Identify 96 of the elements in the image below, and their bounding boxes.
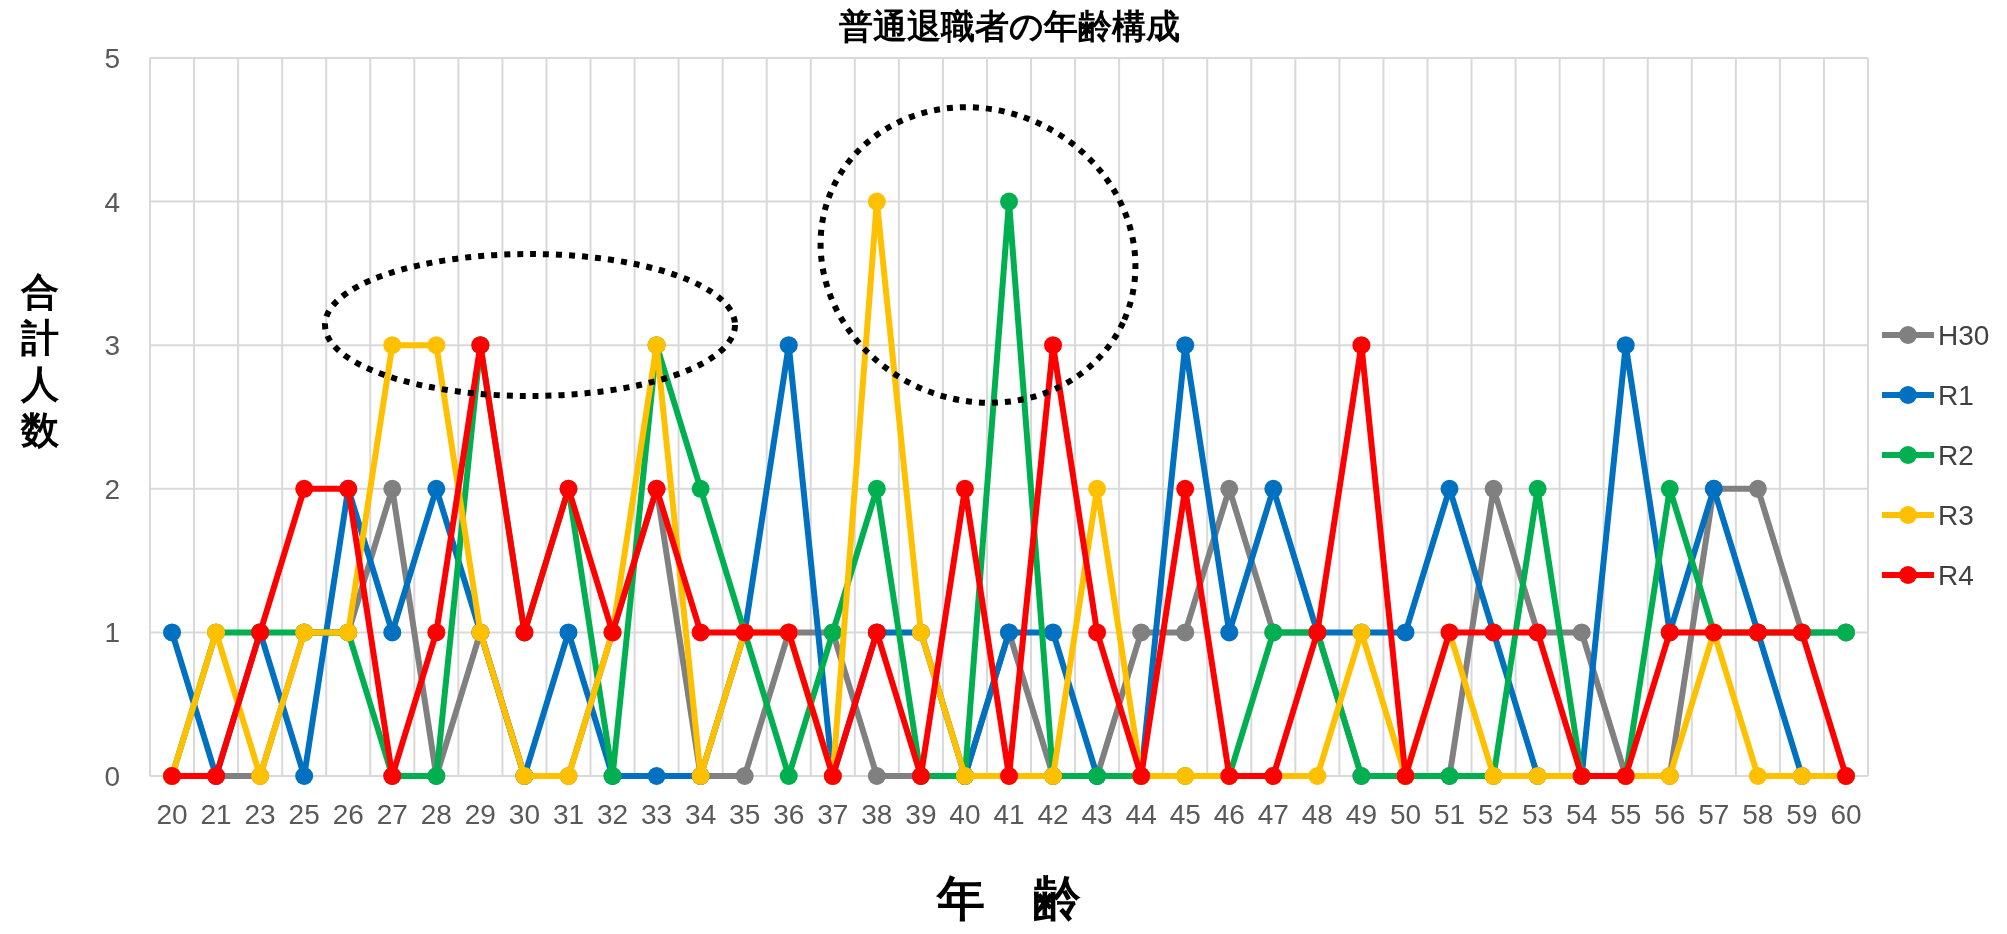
point: [383, 479, 402, 498]
y-tick-label: 1: [104, 617, 120, 649]
point: [1044, 623, 1063, 642]
x-tick-label: 40: [949, 799, 981, 830]
y-tick-label: 0: [104, 761, 120, 792]
point: [1748, 479, 1767, 498]
point: [867, 767, 886, 785]
x-tick-label: 20: [156, 799, 188, 830]
x-tick-label: 25: [288, 799, 320, 830]
point: [1352, 336, 1371, 355]
x-tick-label: 34: [685, 799, 717, 830]
x-tick-label: 56: [1654, 799, 1686, 830]
legend-label: R3: [1938, 500, 1974, 531]
x-tick-label: 53: [1522, 799, 1554, 830]
point: [1660, 479, 1679, 498]
x-tick-label: 27: [376, 799, 408, 830]
point: [691, 479, 710, 498]
point: [163, 623, 182, 642]
point: [1528, 479, 1547, 498]
point: [735, 767, 754, 785]
x-tick-label: 57: [1698, 799, 1730, 830]
legend-label: R2: [1938, 440, 1974, 471]
point: [1308, 767, 1327, 785]
point: [1044, 336, 1063, 355]
point: [779, 767, 798, 785]
x-tick-label: 35: [729, 799, 761, 830]
x-tick-label: 54: [1566, 799, 1598, 830]
x-tick-label: 49: [1345, 799, 1377, 830]
x-tick-label: 55: [1610, 799, 1642, 830]
legend-label: H30: [1938, 320, 1990, 351]
x-tick-label: 26: [332, 799, 364, 830]
point: [383, 336, 402, 355]
x-tick-label: 37: [817, 799, 849, 830]
y-tick-label: 2: [104, 473, 120, 505]
point: [1616, 336, 1635, 355]
point: [779, 336, 798, 355]
point: [647, 767, 666, 785]
x-tick-label: 52: [1477, 799, 1510, 830]
x-tick-label: 41: [993, 799, 1025, 830]
x-tick-label: 29: [464, 799, 496, 830]
point: [1220, 623, 1239, 642]
x-tick-label: 47: [1257, 799, 1289, 830]
point: [867, 479, 886, 498]
point: [559, 623, 578, 642]
point: [1572, 623, 1591, 642]
legend-label: R4: [1938, 560, 1974, 591]
x-tick-label: 21: [200, 799, 232, 830]
point: [295, 479, 314, 498]
x-tick-label: 28: [420, 799, 452, 830]
point: [867, 192, 886, 211]
x-tick-label: 50: [1389, 799, 1422, 830]
y-tick-label: 4: [104, 186, 120, 218]
point: [1484, 479, 1503, 498]
x-tick-label: 32: [596, 799, 629, 830]
point: [1176, 479, 1195, 498]
point: [1396, 623, 1415, 642]
point: [383, 623, 402, 642]
point: [295, 767, 314, 785]
x-tick-label: 38: [861, 799, 893, 830]
y-tick-label: 5: [104, 43, 120, 74]
x-tick-label: 51: [1433, 799, 1466, 830]
x-tick-label: 30: [508, 799, 541, 830]
point: [1176, 623, 1195, 642]
point: [1132, 623, 1151, 642]
x-tick-label: 31: [552, 799, 585, 830]
point: [427, 479, 446, 498]
point: [1748, 767, 1767, 785]
x-tick-label: 43: [1081, 799, 1113, 830]
legend-label: R1: [1938, 380, 1974, 411]
chart-title: 普通退職者の年齢構成: [838, 7, 1180, 45]
x-tick-label: 48: [1301, 799, 1333, 830]
point: [1088, 623, 1107, 642]
point: [691, 623, 710, 642]
point: [1088, 479, 1107, 498]
point: [1440, 479, 1459, 498]
point: [1220, 479, 1239, 498]
x-tick-label: 42: [1037, 799, 1069, 830]
y-tick-label: 3: [104, 330, 120, 362]
x-tick-label: 59: [1786, 799, 1818, 830]
x-tick-label: 44: [1125, 799, 1157, 830]
x-tick-label: 36: [773, 799, 805, 830]
x-tick-label: 23: [244, 799, 276, 830]
x-tick-label: 60: [1830, 799, 1862, 830]
x-tick-label: 45: [1169, 799, 1201, 830]
point: [427, 336, 446, 355]
x-axis-title: 年 齢: [935, 872, 1081, 925]
point: [955, 479, 974, 498]
point: [1264, 479, 1283, 498]
x-tick-label: 46: [1213, 799, 1245, 830]
point: [1176, 336, 1195, 355]
point: [427, 623, 446, 642]
x-tick-label: 39: [905, 799, 937, 830]
x-tick-label: 33: [641, 799, 673, 830]
point: [1000, 192, 1018, 211]
x-tick-label: 58: [1742, 799, 1774, 830]
y-axis-title: 合計人数: [20, 271, 60, 451]
